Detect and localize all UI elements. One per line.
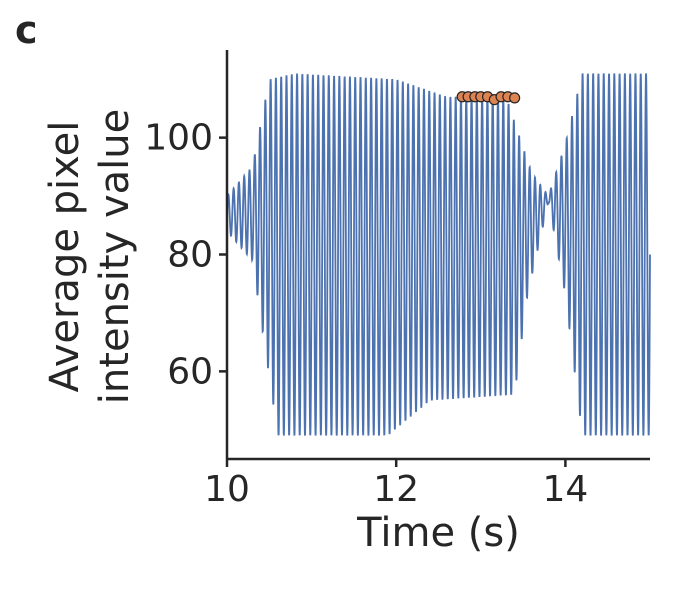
y-tick-label: 100 <box>144 118 213 159</box>
x-axis-title: Time (s) <box>356 510 520 556</box>
y-axis-title-line-1: Average pixel <box>42 121 88 393</box>
x-tick-label: 12 <box>373 469 419 510</box>
y-axis-title-line-2: intensity value <box>92 109 138 404</box>
y-tick-label: 60 <box>167 351 213 392</box>
marker-point <box>509 92 521 104</box>
y-tick-label: 80 <box>167 235 213 276</box>
y-ticks: 60 80 100 <box>144 118 227 392</box>
x-tick-label: 14 <box>542 469 588 510</box>
x-tick-label: 10 <box>204 469 250 510</box>
series-line-0 <box>226 73 651 436</box>
plot-area <box>226 73 651 436</box>
panel-label: c <box>15 8 38 52</box>
x-ticks: 10 12 14 <box>204 459 588 510</box>
